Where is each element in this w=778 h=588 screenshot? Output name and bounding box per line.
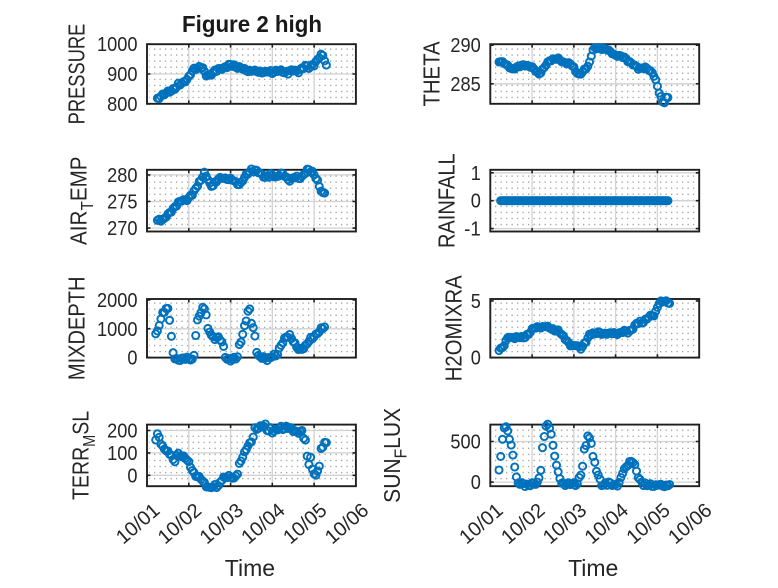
svg-text:285: 285 — [450, 73, 480, 96]
svg-text:1000: 1000 — [97, 318, 138, 341]
svg-text:0: 0 — [127, 464, 137, 487]
svg-text:500: 500 — [450, 431, 480, 454]
svg-text:MIXDEPTH: MIXDEPTH — [64, 276, 90, 380]
svg-text:5: 5 — [471, 290, 481, 313]
svg-text:Figure 2 high: Figure 2 high — [182, 11, 322, 37]
svg-text:1000: 1000 — [97, 33, 138, 56]
svg-text:AIRTEMP: AIRTEMP — [65, 156, 97, 245]
svg-text:Time: Time — [568, 555, 618, 581]
svg-text:TERRMSL: TERRMSL — [68, 411, 100, 500]
svg-text:290: 290 — [450, 34, 480, 57]
svg-text:800: 800 — [107, 93, 137, 116]
svg-text:PRESSURE: PRESSURE — [64, 24, 90, 125]
svg-text:THETA: THETA — [418, 41, 444, 106]
svg-text:270: 270 — [107, 217, 137, 240]
svg-text:0: 0 — [471, 471, 481, 494]
svg-text:0: 0 — [471, 190, 481, 213]
svg-text:-1: -1 — [464, 218, 481, 241]
svg-text:900: 900 — [107, 63, 137, 86]
svg-text:0: 0 — [471, 347, 481, 370]
svg-text:Time: Time — [225, 555, 275, 581]
svg-text:200: 200 — [107, 420, 137, 443]
svg-text:0: 0 — [127, 347, 137, 370]
svg-text:275: 275 — [107, 191, 137, 214]
svg-text:1: 1 — [471, 162, 481, 185]
svg-text:100: 100 — [107, 442, 137, 465]
svg-text:SUNFLUX: SUNFLUX — [379, 408, 411, 503]
svg-text:280: 280 — [107, 164, 137, 187]
svg-text:RAINFALL: RAINFALL — [434, 153, 460, 248]
svg-text:2000: 2000 — [97, 289, 138, 312]
svg-text:H2OMIXRA: H2OMIXRA — [440, 275, 466, 381]
